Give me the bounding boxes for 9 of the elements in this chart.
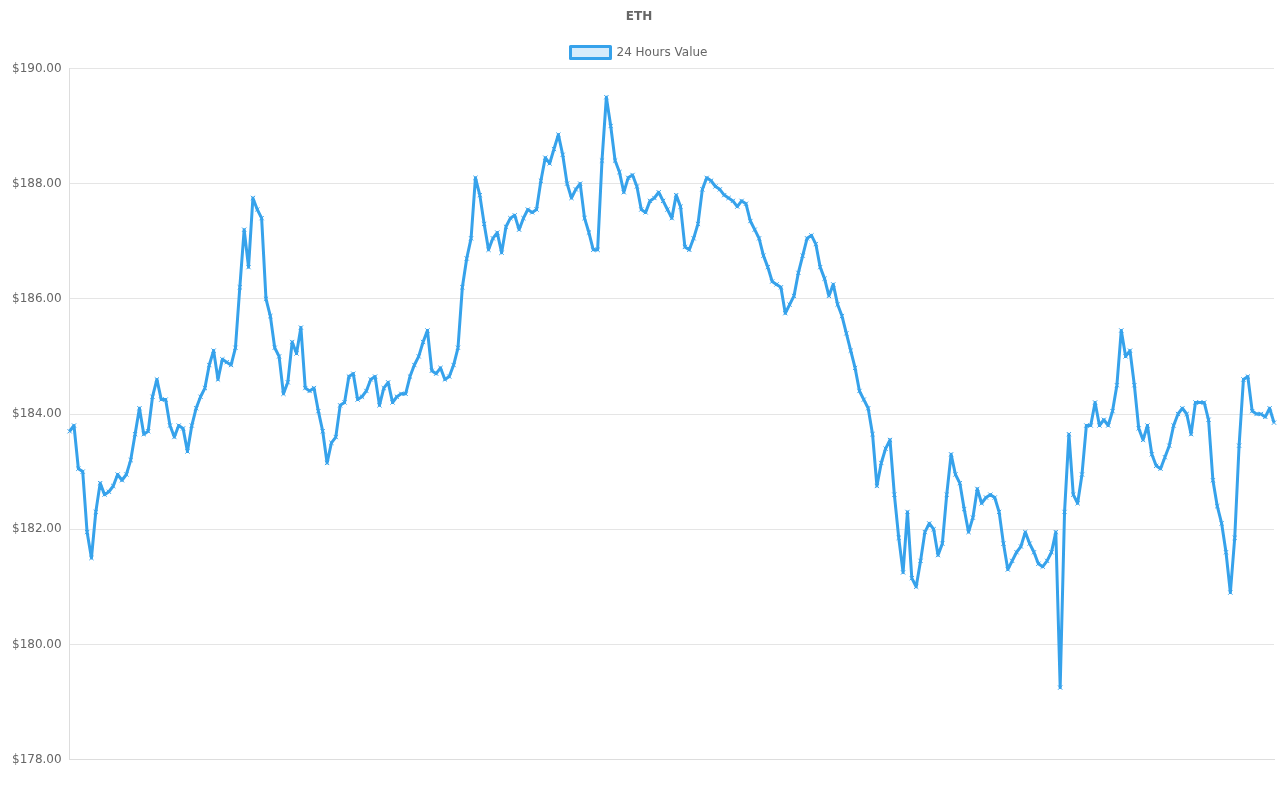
y-tick-label: $180.00 xyxy=(12,636,62,651)
y-tick-label: $190.00 xyxy=(12,60,62,75)
y-tick-label: $184.00 xyxy=(12,406,62,421)
y-tick-label: $182.00 xyxy=(12,521,62,536)
y-tick-label: $188.00 xyxy=(12,175,62,190)
legend-label: 24 Hours Value xyxy=(616,44,708,59)
chart-title: ETH xyxy=(625,9,653,24)
y-tick-label: $186.00 xyxy=(12,290,62,305)
y-tick-label: $178.00 xyxy=(12,751,62,766)
